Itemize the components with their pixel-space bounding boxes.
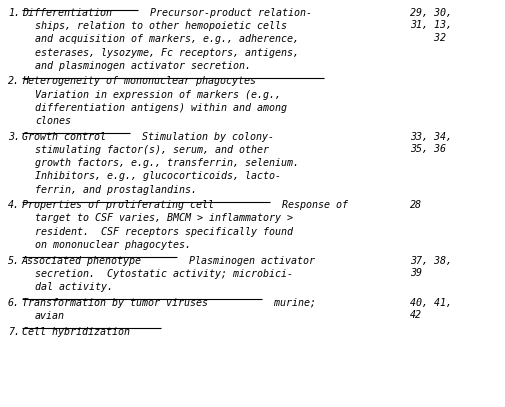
Text: and acquisition of markers, e.g., adherence,: and acquisition of markers, e.g., adhere… (35, 35, 299, 44)
Text: avian: avian (35, 311, 65, 321)
Text: 4.: 4. (8, 200, 20, 210)
Text: ferrin, and prostaglandins.: ferrin, and prostaglandins. (35, 185, 197, 195)
Text: 33, 34,
35, 36: 33, 34, 35, 36 (410, 132, 452, 154)
Text: clones: clones (35, 116, 71, 126)
Text: Growth control: Growth control (22, 132, 106, 142)
Text: Variation in expression of markers (e.g.,: Variation in expression of markers (e.g.… (35, 90, 281, 100)
Text: 2.: 2. (8, 77, 20, 87)
Text: secretion.  Cytostatic activity; microbici-: secretion. Cytostatic activity; microbic… (35, 269, 293, 279)
Text: Stimulation by colony-: Stimulation by colony- (130, 132, 274, 142)
Text: Plasminogen activator: Plasminogen activator (177, 256, 315, 266)
Text: ships, relation to other hemopoietic cells: ships, relation to other hemopoietic cel… (35, 21, 287, 31)
Text: esterases, lysozyme, Fc receptors, antigens,: esterases, lysozyme, Fc receptors, antig… (35, 48, 299, 58)
Text: Transformation by tumor viruses: Transformation by tumor viruses (22, 298, 208, 308)
Text: murine;: murine; (262, 298, 316, 308)
Text: 6.: 6. (8, 298, 20, 308)
Text: 5.: 5. (8, 256, 20, 266)
Text: Properties of proliferating cell: Properties of proliferating cell (22, 200, 214, 210)
Text: Associated phenotype: Associated phenotype (22, 256, 142, 266)
Text: Cell hybridization: Cell hybridization (22, 326, 130, 337)
Text: 29, 30,
31, 13,
    32: 29, 30, 31, 13, 32 (410, 8, 452, 43)
Text: 40, 41,
42: 40, 41, 42 (410, 298, 452, 320)
Text: target to CSF varies, BMCM > inflammatory >: target to CSF varies, BMCM > inflammator… (35, 214, 293, 223)
Text: 28: 28 (410, 200, 422, 210)
Text: stimulating factor(s), serum, and other: stimulating factor(s), serum, and other (35, 145, 269, 155)
Text: on mononuclear phagocytes.: on mononuclear phagocytes. (35, 240, 191, 250)
Text: Inhibitors, e.g., glucocorticoids, lacto-: Inhibitors, e.g., glucocorticoids, lacto… (35, 171, 281, 182)
Text: Differentiation: Differentiation (22, 8, 112, 18)
Text: Response of: Response of (270, 200, 348, 210)
Text: 1.: 1. (8, 8, 20, 18)
Text: differentiation antigens) within and among: differentiation antigens) within and amo… (35, 103, 287, 113)
Text: 7.: 7. (8, 326, 20, 337)
Text: 37, 38,
39: 37, 38, 39 (410, 256, 452, 278)
Text: resident.  CSF receptors specifically found: resident. CSF receptors specifically fou… (35, 227, 293, 237)
Text: and plasminogen activator secretion.: and plasminogen activator secretion. (35, 61, 251, 71)
Text: 3.: 3. (8, 132, 20, 142)
Text: dal activity.: dal activity. (35, 282, 113, 292)
Text: Heterogeneity of mononuclear phagocytes: Heterogeneity of mononuclear phagocytes (22, 77, 256, 87)
Text: growth factors, e.g., transferrin, selenium.: growth factors, e.g., transferrin, selen… (35, 158, 299, 168)
Text: Precursor-product relation-: Precursor-product relation- (138, 8, 312, 18)
